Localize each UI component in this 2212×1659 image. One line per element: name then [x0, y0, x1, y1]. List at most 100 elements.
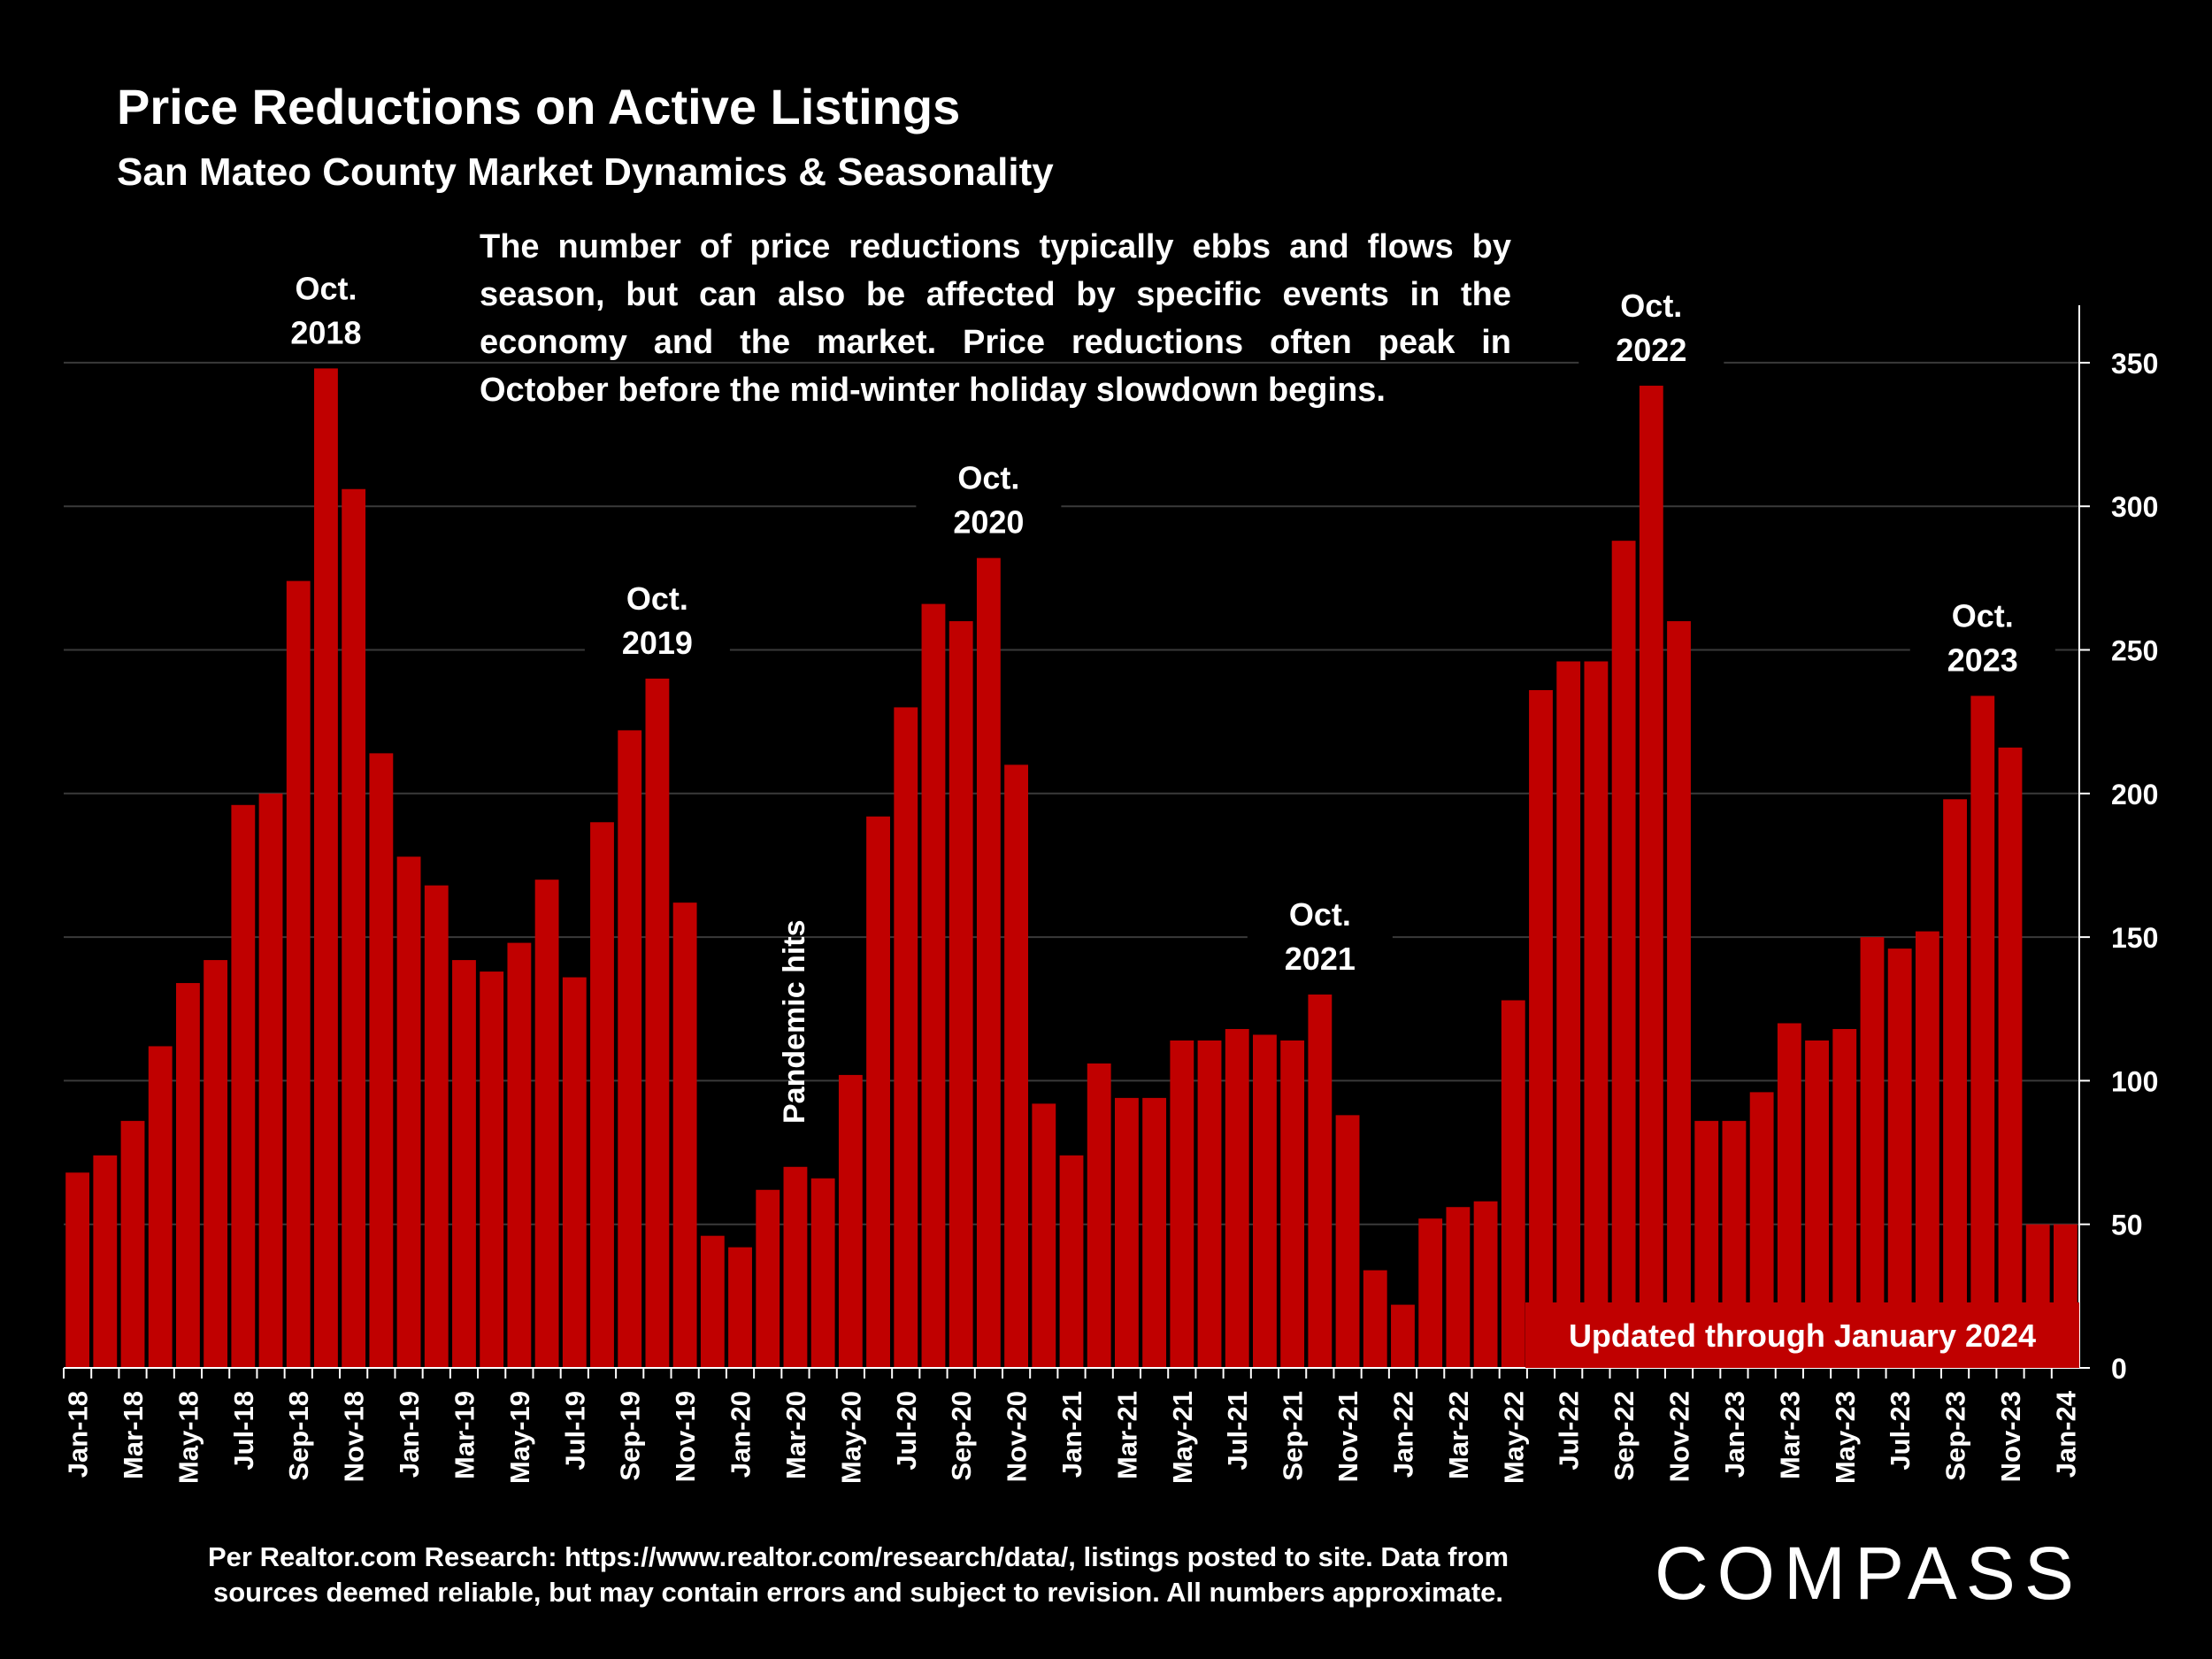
x-tick-label: Nov-20 [1002, 1391, 1033, 1482]
bar-Oct-22 [1639, 385, 1663, 1368]
x-tick-label: Jan-23 [1719, 1391, 1750, 1478]
x-tick-label: Sep-19 [615, 1391, 646, 1481]
annotation-peak-label: 2021 [1285, 941, 1356, 977]
bar-Dec-20 [1032, 1103, 1056, 1368]
bar-Mar-20 [783, 1166, 808, 1368]
x-tick-label: Mar-21 [1111, 1391, 1142, 1479]
bar-Jan-22 [1391, 1304, 1415, 1368]
bar-Nov-22 [1667, 621, 1691, 1368]
x-tick-label: Mar-23 [1774, 1391, 1805, 1479]
bar-Feb-22 [1418, 1218, 1443, 1368]
bar-Dec-18 [369, 753, 394, 1368]
annotation-backing [1909, 575, 2055, 679]
bar-Feb-19 [424, 885, 449, 1368]
x-tick-label: Sep-21 [1278, 1391, 1309, 1481]
bar-Nov-23 [1998, 747, 2023, 1368]
annotation-backing [916, 437, 1062, 541]
bar-Oct-20 [976, 557, 1001, 1368]
bar-Apr-18 [148, 1046, 173, 1368]
x-tick-label: Jan-18 [63, 1391, 94, 1478]
updated-label: Updated through January 2024 [1569, 1317, 2036, 1354]
x-tick-label: Nov-18 [339, 1391, 370, 1482]
x-tick-label: Mar-20 [780, 1391, 811, 1479]
x-tick-label: Jan-20 [726, 1391, 757, 1478]
bar-May-20 [838, 1074, 863, 1368]
axes: 0 50 100 150 200 250 300 350 Jan-18 Mar-18 May-18 J… [63, 305, 2158, 1484]
bar-Aug-23 [1915, 931, 1939, 1368]
x-tick-label: Mar-18 [118, 1391, 149, 1479]
bar-Jul-19 [562, 977, 587, 1368]
source-line-2: sources deemed reliable, but may contain… [213, 1577, 1503, 1608]
bar-Oct-19 [645, 678, 670, 1368]
bar-Mar-22 [1446, 1207, 1471, 1368]
x-tick-label: Jul-20 [891, 1391, 922, 1471]
bar-May-21 [1170, 1040, 1194, 1368]
x-tick-label: Nov-23 [1995, 1391, 2026, 1482]
bar-Jun-19 [534, 879, 559, 1368]
bar-Jun-22 [1529, 689, 1553, 1368]
annotation-peak-label: Oct. [1952, 597, 2014, 634]
chart-annotation-text: The number of price reductions typically… [480, 228, 1511, 409]
x-tick-label: Sep-23 [1940, 1391, 1971, 1481]
x-tick-label: Jul-19 [559, 1391, 590, 1471]
bar-Jan-20 [728, 1247, 752, 1368]
bar-Sep-23 [1943, 799, 1967, 1368]
bar-Nov-21 [1335, 1115, 1360, 1368]
bar-Apr-20 [810, 1178, 835, 1368]
y-tick-label: 200 [2111, 779, 2158, 810]
bar-Jan-18 [65, 1172, 90, 1368]
bar-Mar-21 [1114, 1097, 1139, 1368]
bar-Nov-20 [1004, 764, 1029, 1368]
bar-Jul-18 [231, 804, 256, 1368]
bar-Jun-20 [866, 816, 890, 1368]
bar-Aug-20 [921, 603, 946, 1368]
x-tick-label: Jul-18 [228, 1391, 259, 1471]
bar-Sep-21 [1280, 1040, 1305, 1368]
bar-Apr-19 [480, 972, 504, 1368]
updated-badge [1525, 1302, 2079, 1368]
annotation-peak-label: 2018 [290, 314, 361, 350]
annotation-peak-label: Oct. [295, 270, 357, 306]
y-tick-label: 250 [2111, 635, 2158, 667]
bar-Dec-19 [700, 1235, 725, 1368]
bar-Oct-23 [1970, 695, 1995, 1368]
x-tick-label: Nov-19 [670, 1391, 701, 1482]
bar-Sep-19 [618, 730, 642, 1368]
bar-Oct-18 [314, 368, 338, 1369]
annotation-backing [1578, 265, 1724, 368]
x-tick-label: May-18 [173, 1391, 204, 1484]
x-tick-label: Nov-21 [1333, 1391, 1363, 1482]
x-tick-label: Jul-23 [1885, 1391, 1916, 1471]
annotation-peak-label: Oct. [626, 580, 688, 617]
bar-Jul-20 [894, 707, 918, 1368]
bar-Jul-23 [1887, 949, 1912, 1368]
x-tick-label: May-19 [504, 1391, 535, 1484]
annotation-backing [253, 248, 399, 351]
x-tick-label: May-22 [1498, 1391, 1529, 1484]
annotation-backing [584, 557, 730, 661]
bar-Feb-18 [93, 1155, 118, 1368]
annotation-peak-label: 2019 [622, 625, 693, 661]
bar-Oct-21 [1308, 995, 1333, 1368]
annotations: Updated through January 2024 Oct. 2018 Oct.… [253, 248, 2079, 1368]
bar-Dec-21 [1363, 1270, 1387, 1368]
y-tick-label: 100 [2111, 1065, 2158, 1097]
bar-Jul-21 [1225, 1028, 1249, 1368]
bar-Sep-20 [949, 621, 973, 1368]
bar-Jul-22 [1556, 661, 1581, 1368]
x-tick-label: May-20 [835, 1391, 866, 1484]
x-tick-label: Mar-19 [449, 1391, 480, 1479]
bar-Jun-18 [204, 960, 228, 1368]
y-tick-label: 150 [2111, 922, 2158, 954]
bar-Jun-21 [1197, 1040, 1222, 1368]
x-tick-label: Mar-22 [1443, 1391, 1474, 1479]
annotation-peak-label: 2020 [953, 504, 1024, 541]
annotation-peak-label: Oct. [957, 460, 1019, 496]
annotation-peak-label: 2022 [1616, 332, 1686, 368]
bar-May-19 [507, 942, 532, 1368]
bar-Aug-21 [1253, 1034, 1277, 1368]
annotation-peak-label: Oct. [1289, 896, 1351, 933]
x-tick-label: Jan-21 [1056, 1391, 1087, 1478]
bar-Mar-19 [452, 960, 476, 1368]
y-tick-label: 350 [2111, 348, 2158, 380]
